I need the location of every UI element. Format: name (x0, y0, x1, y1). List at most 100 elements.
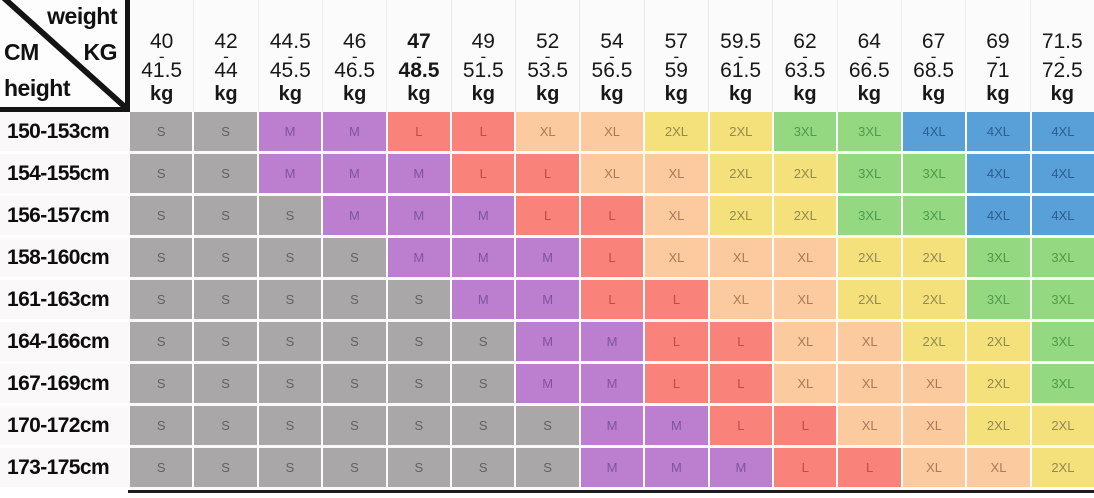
size-cell: L (774, 448, 839, 490)
size-cell: XL (774, 238, 839, 280)
weight-unit: kg (535, 83, 560, 105)
size-cell: 2XL (902, 322, 968, 364)
size-cell: S (194, 406, 259, 448)
range-dash: - (930, 47, 937, 66)
size-cell: 2XL (709, 154, 775, 196)
weight-column-header: 49-51.5 kg (452, 0, 516, 112)
size-cell: S (387, 322, 453, 364)
size-cell: S (130, 322, 195, 364)
range-dash: - (1059, 47, 1066, 66)
size-cell: M (258, 154, 324, 196)
size-cell: L (387, 112, 453, 154)
size-cell: S (130, 112, 195, 154)
size-cell: S (194, 196, 259, 238)
size-cell: S (452, 322, 517, 364)
height-row-header: 154-155cm (0, 154, 130, 196)
size-cell: S (516, 448, 581, 490)
corner-header-cell: weight CM KG height (0, 0, 130, 112)
size-cell: 3XL (774, 112, 839, 154)
size-cell: 3XL (1031, 238, 1094, 280)
size-cell: L (709, 322, 775, 364)
weight-to: 53.5 (527, 59, 569, 82)
size-cell: L (452, 112, 517, 154)
size-cell: M (516, 364, 581, 406)
size-cell: M (452, 196, 517, 238)
range-dash: - (223, 47, 229, 66)
weight-unit: kg (471, 83, 495, 105)
size-cell: L (709, 364, 775, 406)
range-dash: - (351, 47, 358, 66)
kg-unit-label: KG (83, 39, 118, 65)
size-cell: S (130, 196, 195, 238)
size-cell: 3XL (1031, 280, 1094, 322)
size-cell: L (645, 322, 710, 364)
size-cell: S (452, 448, 517, 490)
size-cell: 3XL (902, 196, 968, 238)
size-cell: S (452, 364, 517, 406)
weight-from: 64 (857, 30, 881, 53)
weight-column-header: 64-66.5 kg (838, 0, 902, 112)
size-cell: 3XL (838, 112, 903, 154)
size-cell: S (194, 364, 259, 406)
size-cell: L (838, 448, 903, 490)
size-cell: XL (838, 322, 903, 364)
size-cell: XL (645, 154, 710, 196)
weight-to: 66.5 (848, 59, 890, 82)
size-cell: S (323, 238, 388, 280)
weight-unit: kg (793, 83, 817, 105)
size-cell: XL (774, 280, 839, 322)
weight-to: 63.5 (784, 59, 826, 82)
size-cell: XL (967, 448, 1032, 490)
size-cell: M (516, 238, 581, 280)
table-row: 156-157cm S S S M M M L L XL 2XL 2XL 3XL 3XL 4XL 4XL (0, 196, 1094, 238)
table-row: 173-175cm S S S S S S S M M M L L XL XL 2XL (0, 448, 1094, 490)
weight-to: 41.5 (141, 59, 183, 82)
size-cell: S (387, 280, 453, 322)
weight-headers-row: 40-41.5 kg 42-44 kg 44.5-45.5 kg 46-46.5 kg 47-4… (130, 0, 1094, 112)
size-cell: L (774, 406, 839, 448)
size-cell: S (194, 280, 259, 322)
weight-unit: kg (986, 83, 1010, 105)
height-row-header: 167-169cm (0, 364, 130, 406)
weight-unit: kg (407, 83, 431, 105)
weight-column-header: 57-59 kg (645, 0, 709, 112)
size-cell: 2XL (774, 154, 839, 196)
size-cell: S (387, 364, 453, 406)
range-dash: - (287, 47, 294, 66)
size-cell: 2XL (902, 280, 968, 322)
height-row-header: 150-153cm (0, 112, 130, 154)
weight-from: 42 (214, 30, 238, 53)
size-cell: XL (774, 364, 839, 406)
size-cell: 3XL (1031, 322, 1094, 364)
size-cell: XL (516, 112, 581, 154)
size-cell: 3XL (967, 238, 1032, 280)
weight-to: 48.5 (398, 59, 440, 82)
weight-column-header: 52-53.5 kg (516, 0, 581, 112)
weight-from: 57 (664, 30, 688, 53)
range-dash: - (673, 47, 680, 66)
size-cell: S (130, 238, 195, 280)
size-cell: XL (709, 280, 775, 322)
size-cell: S (194, 322, 259, 364)
size-cell: 3XL (967, 280, 1032, 322)
weight-column-header: 69-71 kg (966, 0, 1031, 112)
size-cell: S (258, 238, 324, 280)
size-cell: M (516, 322, 581, 364)
table-row: 158-160cm S S S S M M M L XL XL XL 2XL 2XL 3XL 3XL (0, 238, 1094, 280)
size-cell: 2XL (838, 238, 903, 280)
weight-from: 71.5 (1041, 30, 1083, 53)
table-row: 167-169cm S S S S S S M M L L XL XL XL 2XL 3XL (0, 364, 1094, 406)
weight-column-header: 54-56.5 kg (580, 0, 645, 112)
size-cell: L (580, 196, 646, 238)
size-cell: L (516, 196, 581, 238)
size-cell: 2XL (967, 406, 1032, 448)
size-cell: S (130, 280, 195, 322)
weight-from: 67 (921, 30, 946, 53)
size-cell: 2XL (774, 196, 839, 238)
weight-unit: kg (342, 83, 367, 105)
weight-from: 46 (342, 30, 367, 53)
size-cell: L (452, 154, 517, 196)
weight-column-header: 59.5-61.5 kg (709, 0, 774, 112)
size-cell: XL (709, 238, 775, 280)
